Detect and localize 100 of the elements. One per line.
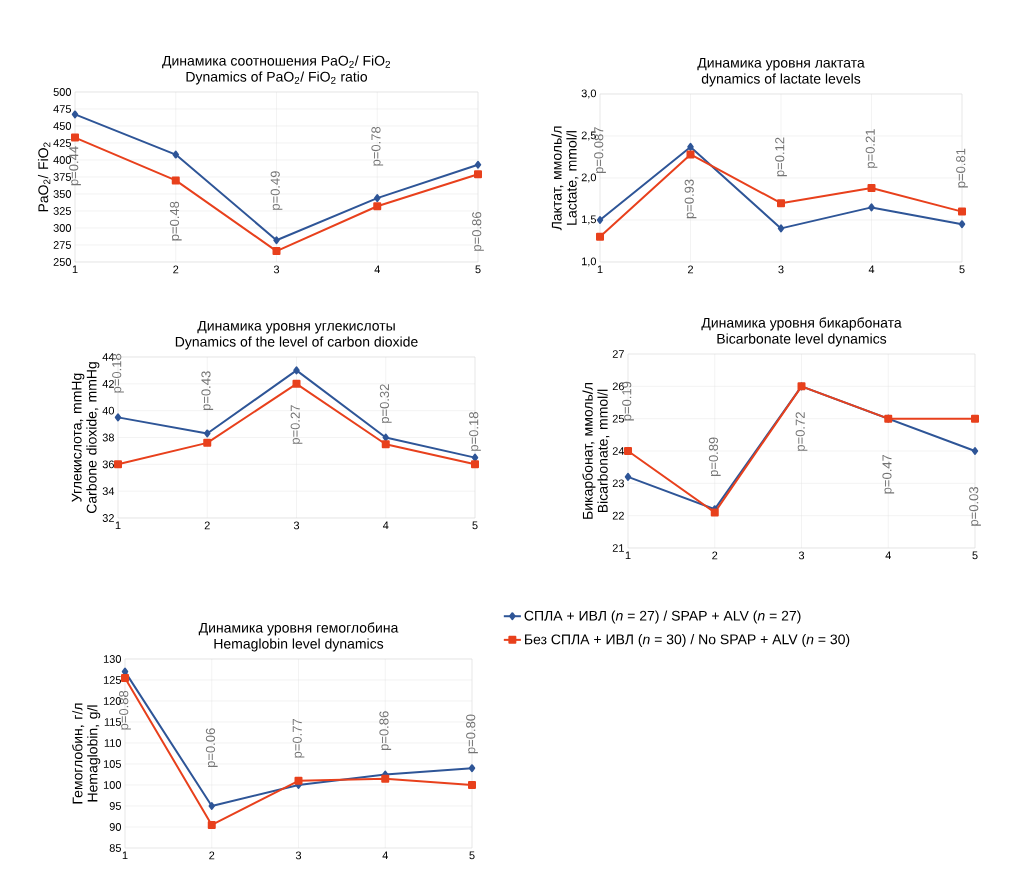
x-tick-label: 2 (173, 265, 179, 274)
y-tick-label: 2,5 (581, 131, 596, 141)
annotation: p=0.89 (708, 437, 721, 477)
x-tick-label: 3 (293, 521, 300, 530)
annotation: p=0.18 (112, 353, 124, 393)
annotation: p=0.21 (865, 129, 878, 168)
y-tick-label: 25 (612, 414, 624, 423)
x-tick-label: 1 (597, 265, 603, 274)
legend-label: СПЛА + ИВЛ (n = 27) / SPAP + ALV (n = 27) (524, 610, 801, 624)
y-tick-label: 32 (102, 514, 114, 522)
y-tick-label: 24 (612, 447, 625, 455)
annotation: p=0.19 (622, 381, 634, 421)
chart-subtitle: Hemaglobin level dynamics (214, 638, 384, 652)
y-tick-label: 120 (103, 697, 122, 705)
x-tick-label: 5 (472, 521, 478, 530)
y-tick-label: 44 (102, 353, 115, 361)
y-tick-label: 27 (612, 350, 624, 358)
y-tick-label: 450 (53, 122, 72, 130)
x-tick-label: 1 (72, 265, 78, 274)
y-axis-title: Углекислота, mmHg Carbone dioxide, mmHg (71, 362, 100, 514)
legend-label: Без СПЛА + ИВЛ (n = 30) / No SPAP + ALV (n = 30) (525, 634, 850, 648)
x-tick-label: 4 (374, 265, 380, 274)
x-tick-label: 4 (382, 521, 389, 530)
x-tick-label: 4 (382, 851, 388, 860)
y-tick-label: 34 (102, 487, 115, 496)
annotation: p=0.32 (379, 384, 392, 423)
y-tick-label: 110 (104, 739, 122, 747)
y-tick-label: 400 (53, 156, 72, 164)
y-tick-label: 36 (102, 460, 114, 469)
annotation: p=0.86 (379, 711, 392, 751)
chart-title: Динамика уровня бикарбоната (701, 317, 902, 331)
y-tick-label: 325 (53, 207, 71, 215)
y-tick-label: 3,0 (581, 89, 597, 99)
y-tick-label: 2,0 (581, 173, 597, 183)
y-tick-label: 22 (612, 511, 624, 520)
y-tick-label: 40 (102, 406, 115, 415)
y-tick-label: 125 (103, 676, 121, 684)
y-axis-title: Лактат, ммоль/л Lactate, mmol/l (551, 126, 579, 231)
y-tick-label: 275 (53, 241, 71, 249)
y-axis-title: Бикарбонат, ммоль/л Bicarbonate, mmol/l (582, 383, 610, 519)
x-tick-label: 1 (625, 551, 631, 560)
annotation: p=0.12 (775, 137, 787, 177)
annotation: p=0.48 (169, 201, 182, 241)
chart-title: Динамика соотношения PaO$_{2}$/ FiO$_{2}$ (162, 55, 391, 69)
annotation: p=0.93 (684, 179, 697, 219)
chart-subtitle: Dynamics of the level of carbon dioxide (175, 336, 418, 350)
y-tick-label: 250 (53, 258, 72, 266)
y-tick-label: 1,5 (582, 215, 596, 225)
y-axis-title: PaO$_{2}$/ FiO$_{2}$ (37, 142, 51, 212)
x-tick-label: 3 (798, 551, 805, 560)
x-tick-label: 5 (475, 265, 481, 274)
x-tick-label: 4 (885, 551, 891, 560)
chart-title: Динамика уровня углекислоты (197, 320, 395, 334)
x-tick-label: 2 (204, 521, 210, 530)
annotation: p=0.47 (882, 454, 895, 494)
chart-subtitle: Bicarbonate level dynamics (717, 333, 887, 347)
annotation: p=0.03 (969, 487, 981, 526)
x-tick-label: 5 (972, 551, 978, 560)
annotation: p=0.80 (466, 714, 478, 754)
y-tick-label: 42 (102, 380, 114, 388)
annotation: p=0.087 (594, 127, 606, 174)
chart-title: Динамика уровня лактата (697, 57, 865, 71)
y-tick-label: 475 (53, 105, 71, 113)
y-tick-label: 38 (102, 433, 114, 442)
y-tick-label: 26 (612, 382, 624, 391)
x-tick-label: 2 (209, 851, 215, 860)
x-tick-label: 3 (778, 265, 784, 274)
y-tick-label: 105 (103, 760, 121, 768)
annotation: p=0.81 (956, 148, 968, 188)
y-tick-label: 21 (612, 544, 624, 552)
y-tick-label: 90 (109, 823, 122, 831)
x-tick-label: 2 (688, 265, 694, 274)
annotation: p=0.44 (69, 146, 81, 186)
y-tick-label: 375 (53, 173, 71, 181)
annotation: p=0.27 (290, 405, 303, 444)
y-tick-label: 85 (109, 844, 121, 852)
chart-title: Динамика уровня гемоглобина (198, 622, 399, 636)
y-tick-label: 95 (109, 802, 121, 810)
y-tick-label: 115 (104, 718, 121, 726)
y-tick-label: 425 (53, 139, 71, 147)
x-tick-label: 1 (122, 851, 128, 860)
chart-subtitle: dynamics of lactate levels (701, 73, 861, 87)
y-tick-label: 130 (103, 655, 122, 663)
annotation: p=0.49 (270, 171, 283, 210)
y-axis-title: Гемоглобин, г/л Hemaglobin, g/l (72, 703, 101, 804)
annotation: p=0.72 (795, 412, 808, 451)
x-tick-label: 3 (273, 265, 280, 274)
x-tick-label: 5 (469, 851, 475, 860)
annotation: p=0.43 (201, 371, 214, 411)
annotation: p=0.18 (469, 412, 481, 451)
annotation: p=0.77 (292, 718, 305, 758)
y-tick-label: 300 (53, 224, 72, 232)
x-tick-label: 4 (868, 265, 875, 274)
y-tick-label: 500 (53, 88, 72, 96)
y-tick-label: 23 (612, 479, 624, 488)
x-tick-label: 2 (712, 551, 718, 560)
y-tick-label: 1,0 (582, 257, 597, 267)
annotation: p=0.78 (371, 126, 384, 166)
x-tick-label: 5 (959, 265, 965, 274)
x-tick-label: 3 (295, 851, 302, 860)
